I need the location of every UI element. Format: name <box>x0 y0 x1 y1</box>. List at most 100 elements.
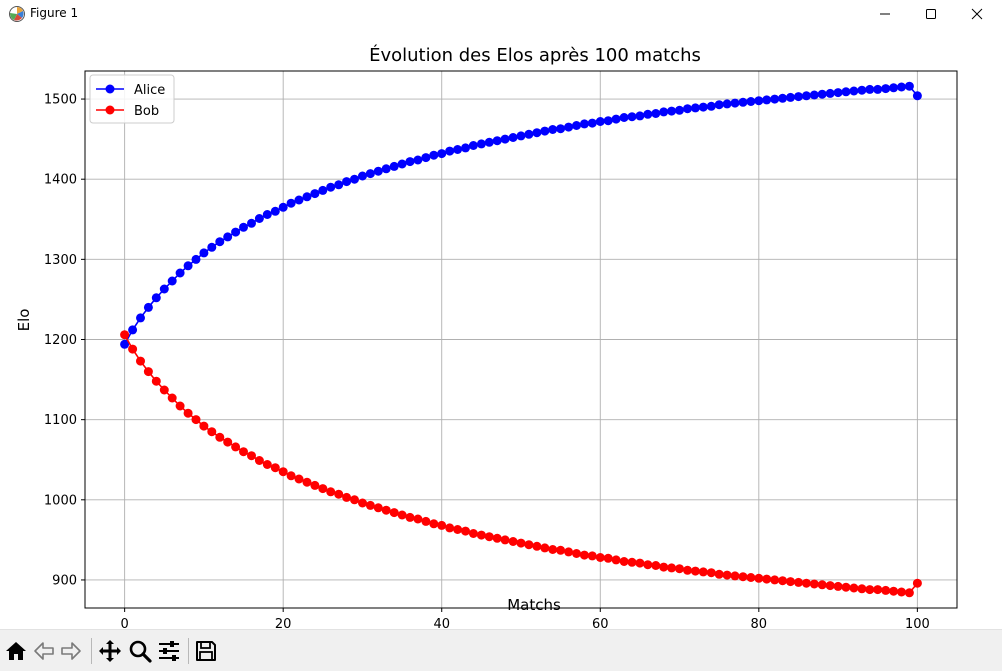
data-point-alice <box>262 210 272 219</box>
data-point-bob <box>476 530 486 540</box>
data-point-bob <box>120 330 130 340</box>
data-point-alice <box>897 82 906 92</box>
data-point-alice <box>143 302 153 312</box>
data-point-alice <box>476 139 486 149</box>
data-point-bob <box>675 564 684 574</box>
data-point-alice <box>738 97 748 107</box>
legend-marker-alice <box>105 84 115 94</box>
x-tick-label: 40 <box>433 617 450 629</box>
data-point-bob <box>770 575 780 585</box>
toolbar-separator <box>91 638 92 664</box>
configure-subplots-button[interactable] <box>156 638 182 664</box>
y-tick-label: 1000 <box>44 493 77 508</box>
data-point-alice <box>794 92 803 102</box>
data-point-alice <box>603 116 613 126</box>
data-point-alice <box>849 86 859 96</box>
data-point-bob <box>809 579 819 589</box>
data-point-alice <box>453 145 463 154</box>
data-point-bob <box>873 585 883 595</box>
legend-label-bob: Bob <box>134 104 159 119</box>
data-point-bob <box>302 477 312 487</box>
window-titlebar: Figure 1 <box>0 0 1002 29</box>
data-point-bob <box>683 565 692 575</box>
data-point-alice <box>532 128 542 138</box>
data-point-bob <box>207 427 217 437</box>
data-point-bob <box>714 569 724 579</box>
back-arrow-icon <box>34 642 54 660</box>
figure-canvas[interactable]: 0 20 40 60 80 100 900 1000 1100 1200 1300 1400 1500 … <box>0 28 1002 632</box>
data-point-bob <box>738 572 748 582</box>
data-point-alice <box>381 164 391 174</box>
matplotlib-app-icon <box>9 6 25 22</box>
data-point-alice <box>698 102 708 112</box>
data-point-alice <box>389 161 399 171</box>
data-point-alice <box>540 126 550 136</box>
data-point-bob <box>730 571 740 581</box>
legend-marker-bob <box>105 105 115 115</box>
data-point-alice <box>675 105 684 115</box>
data-point-bob <box>706 568 716 578</box>
maximize-button[interactable] <box>908 0 954 28</box>
close-button[interactable] <box>954 0 1000 28</box>
window-right-edge <box>999 28 1002 629</box>
data-point-bob <box>175 401 185 411</box>
y-tick-label: 1300 <box>44 253 77 268</box>
y-tick-label: 1400 <box>44 173 77 188</box>
data-point-alice <box>437 149 447 159</box>
data-point-alice <box>659 107 669 117</box>
data-point-bob <box>199 421 209 431</box>
data-point-alice <box>239 222 248 232</box>
maximize-icon <box>926 9 936 19</box>
data-point-bob <box>532 541 542 551</box>
data-point-bob <box>778 576 788 586</box>
elo-line-chart[interactable]: 0 20 40 60 80 100900100011001200130014001500 … <box>0 28 1002 632</box>
data-point-bob <box>659 562 669 572</box>
save-button[interactable] <box>193 638 219 664</box>
data-point-bob <box>358 498 367 508</box>
minimize-button[interactable] <box>862 0 908 28</box>
data-point-bob <box>342 492 352 502</box>
window-title: Figure 1 <box>30 6 79 20</box>
data-point-bob <box>587 551 597 561</box>
data-point-bob <box>492 533 502 543</box>
data-point-alice <box>223 232 233 242</box>
data-point-bob <box>461 526 470 536</box>
data-point-alice <box>762 95 772 105</box>
data-point-alice <box>690 103 700 113</box>
pan-move-icon <box>99 640 121 662</box>
data-point-alice <box>817 89 827 99</box>
data-point-bob <box>381 505 391 515</box>
data-point-bob <box>397 510 407 520</box>
pan-button[interactable] <box>97 638 123 664</box>
data-point-bob <box>405 512 415 522</box>
data-point-alice <box>151 293 161 303</box>
data-point-alice <box>706 101 716 111</box>
data-point-bob <box>128 344 138 354</box>
data-point-alice <box>413 155 423 165</box>
data-point-bob <box>310 480 320 490</box>
data-point-alice <box>912 91 922 101</box>
zoom-button[interactable] <box>127 638 153 664</box>
data-point-bob <box>722 570 732 580</box>
zoom-magnifier-icon <box>129 640 152 663</box>
data-point-bob <box>841 582 851 592</box>
data-point-bob <box>278 467 288 477</box>
y-tick-label: 1500 <box>44 93 77 108</box>
data-point-bob <box>849 583 859 593</box>
save-floppy-icon <box>196 641 216 661</box>
data-point-bob <box>897 587 906 597</box>
data-point-alice <box>421 153 431 163</box>
data-point-alice <box>461 143 470 153</box>
data-point-bob <box>254 456 264 465</box>
data-point-bob <box>270 463 280 473</box>
data-point-alice <box>635 111 645 121</box>
home-button[interactable] <box>3 638 29 664</box>
series-line-alice <box>123 85 919 345</box>
data-point-bob <box>611 555 621 565</box>
data-point-bob <box>690 566 700 576</box>
forward-button[interactable] <box>58 638 84 664</box>
data-point-bob <box>167 393 177 403</box>
data-point-alice <box>215 237 225 247</box>
data-point-bob <box>516 538 526 548</box>
back-button[interactable] <box>31 638 57 664</box>
